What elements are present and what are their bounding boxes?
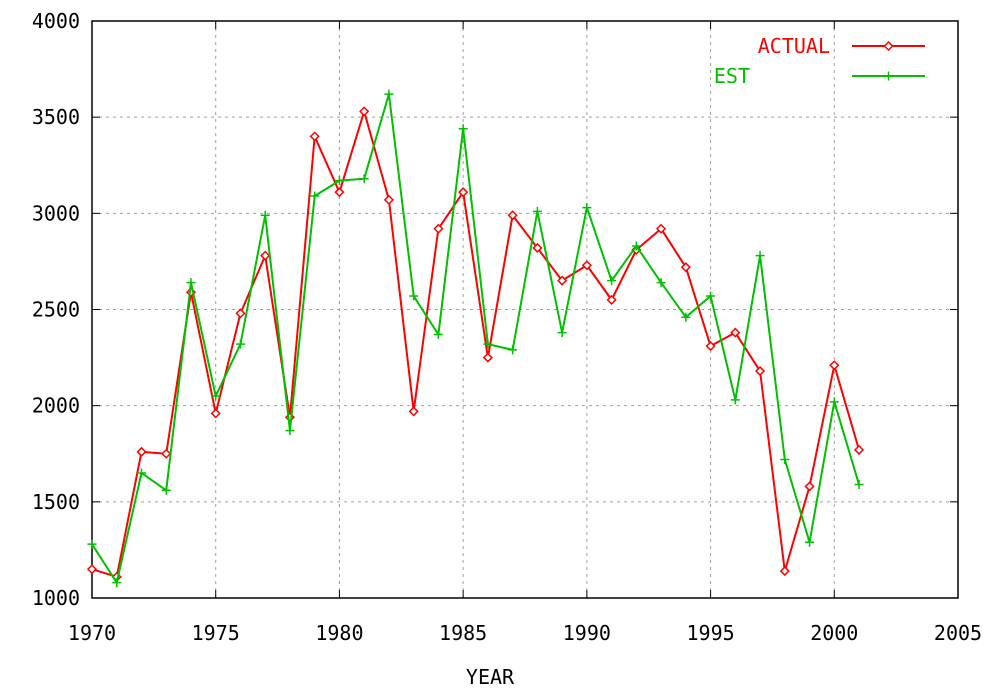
data-point-est <box>359 174 369 184</box>
data-point-actual <box>383 194 394 205</box>
data-point-est <box>681 312 691 322</box>
data-point-est <box>730 395 740 405</box>
x-axis-title: YEAR <box>466 665 515 689</box>
data-point-est <box>557 328 567 338</box>
data-point-actual <box>482 352 493 363</box>
data-point-est <box>433 330 443 340</box>
data-point-actual <box>507 210 518 221</box>
x-tick-label: 1990 <box>563 621 611 645</box>
legend-marker-est <box>884 71 893 81</box>
data-point-actual <box>458 187 469 198</box>
data-point-actual <box>161 448 172 459</box>
data-point-est <box>112 578 122 588</box>
y-tick-label: 2500 <box>32 298 80 322</box>
x-tick-label: 1985 <box>439 621 487 645</box>
data-point-actual <box>260 250 271 261</box>
data-point-actual <box>705 340 716 352</box>
data-point-actual <box>754 365 766 377</box>
series-est <box>87 89 864 588</box>
data-point-actual <box>804 481 815 492</box>
data-point-actual <box>557 275 568 286</box>
data-point-est <box>235 339 245 349</box>
legend: ACTUAL EST <box>714 34 925 88</box>
data-point-est <box>508 345 518 355</box>
data-point-est <box>582 203 592 213</box>
x-tick-label: 2000 <box>810 621 858 645</box>
data-point-est <box>829 397 839 407</box>
y-tick-label: 1500 <box>32 490 80 514</box>
grid <box>92 21 958 598</box>
data-point-actual <box>210 408 221 419</box>
data-point-est <box>532 206 542 216</box>
data-point-actual <box>532 242 543 254</box>
series-layer <box>86 89 865 588</box>
data-point-est <box>805 537 815 547</box>
data-point-est <box>260 210 270 220</box>
y-tick-label: 2000 <box>32 394 80 418</box>
data-point-est <box>458 124 468 134</box>
data-point-est <box>607 276 617 286</box>
legend-label-est: EST <box>714 64 750 88</box>
data-point-actual <box>581 260 592 271</box>
data-point-actual <box>309 131 320 142</box>
x-tick-label: 1975 <box>192 621 240 645</box>
data-point-est <box>656 278 666 288</box>
data-point-est <box>211 391 221 401</box>
data-point-actual <box>86 564 98 575</box>
data-point-est <box>186 278 196 288</box>
y-tick-label: 1000 <box>32 586 80 610</box>
data-point-actual <box>829 360 840 371</box>
axis-ticks: 1970 1975 1980 1985 1990 1995 2000 2005 1000 1500… <box>32 9 982 645</box>
data-point-est <box>136 468 146 478</box>
legend-label-actual: ACTUAL <box>758 34 830 58</box>
y-tick-label: 3500 <box>32 105 80 129</box>
data-point-actual <box>730 327 741 338</box>
data-point-actual <box>656 223 667 234</box>
data-point-est <box>285 426 295 436</box>
data-point-est <box>780 455 790 465</box>
x-tick-label: 1980 <box>315 621 363 645</box>
data-point-est <box>384 89 394 99</box>
data-point-actual <box>136 446 147 457</box>
x-tick-label: 2005 <box>934 621 982 645</box>
data-point-est <box>334 176 344 186</box>
data-point-est <box>483 339 493 349</box>
series-line-est <box>91 93 860 584</box>
data-point-actual <box>359 106 370 117</box>
y-tick-label: 4000 <box>32 9 80 33</box>
x-tick-label: 1970 <box>68 621 116 645</box>
data-point-actual <box>779 566 790 577</box>
data-point-est <box>706 291 716 301</box>
data-point-est <box>310 191 320 201</box>
data-point-actual <box>606 294 617 305</box>
data-point-est <box>87 539 97 549</box>
data-point-est <box>631 241 641 251</box>
data-point-actual <box>853 444 865 455</box>
data-point-actual <box>334 187 345 198</box>
legend-marker-actual <box>883 40 894 52</box>
data-point-actual <box>408 406 419 417</box>
data-point-actual <box>680 262 691 273</box>
data-point-est <box>854 480 864 490</box>
y-tick-label: 3000 <box>32 201 80 225</box>
x-tick-label: 1995 <box>686 621 734 645</box>
data-point-actual <box>235 308 246 319</box>
data-point-est <box>755 251 765 261</box>
data-point-est <box>409 291 419 301</box>
data-point-est <box>161 485 171 495</box>
data-point-actual <box>433 223 444 234</box>
